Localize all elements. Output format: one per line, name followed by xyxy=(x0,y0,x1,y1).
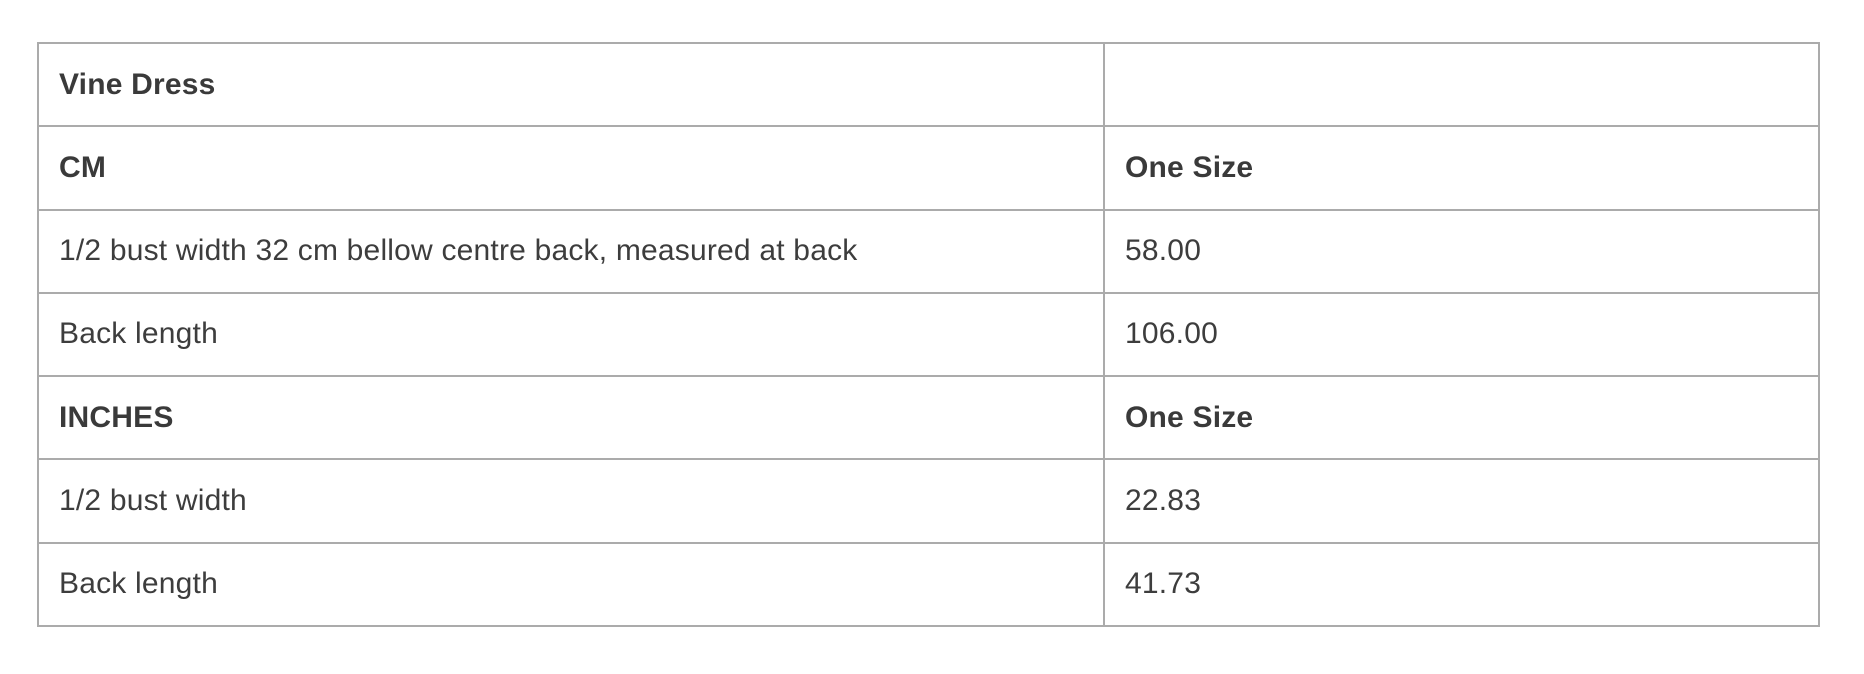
measurement-label-cell: Back length xyxy=(37,541,1105,628)
table-row-inches-header: INCHES One Size xyxy=(37,375,1820,461)
size-chart-table: Vine Dress CM One Size 1/2 bust width 32… xyxy=(37,41,1820,628)
measurement-label-cell: 1/2 bust width 32 cm bellow centre back,… xyxy=(37,208,1105,294)
table-row-measurement: Back length 106.00 xyxy=(37,291,1820,378)
table-row-title: Vine Dress xyxy=(37,41,1820,128)
measurement-label-cell: 1/2 bust width xyxy=(37,458,1105,544)
measurement-value-cell: 22.83 xyxy=(1103,458,1820,544)
table-row-measurement: 1/2 bust width 32 cm bellow centre back,… xyxy=(37,208,1820,294)
measurement-value-cell: 41.73 xyxy=(1103,541,1820,628)
product-title-cell: Vine Dress xyxy=(37,41,1105,128)
unit-header-cell-inches: INCHES xyxy=(37,375,1105,461)
measurement-value-cell: 58.00 xyxy=(1103,208,1820,294)
measurement-label-cell: Back length xyxy=(37,291,1105,378)
measurement-value-cell: 106.00 xyxy=(1103,291,1820,378)
table-row-measurement: 1/2 bust width 22.83 xyxy=(37,458,1820,544)
empty-cell xyxy=(1103,41,1820,128)
table-row-measurement: Back length 41.73 xyxy=(37,541,1820,628)
table-row-cm-header: CM One Size xyxy=(37,125,1820,211)
size-header-cell: One Size xyxy=(1103,125,1820,211)
size-header-cell: One Size xyxy=(1103,375,1820,461)
unit-header-cell-cm: CM xyxy=(37,125,1105,211)
